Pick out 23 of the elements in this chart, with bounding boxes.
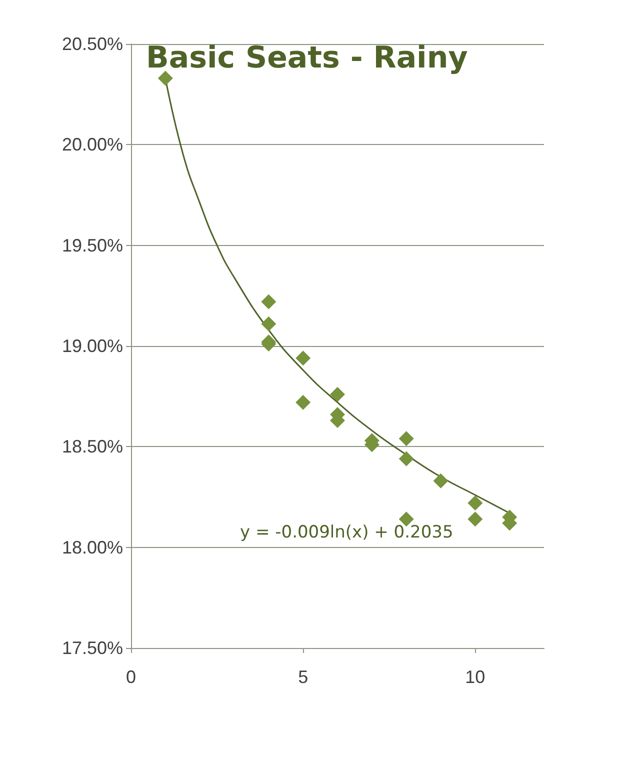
annotation: y = -0.009ln(x) + 0.2035 xyxy=(240,522,454,542)
point xyxy=(468,496,483,511)
point xyxy=(261,316,276,332)
x-tick-label: 5 xyxy=(298,667,308,687)
point xyxy=(296,394,311,410)
chart-title: Basic Seats - Rainy xyxy=(146,40,468,76)
y-tick-label: 18.50% xyxy=(62,436,123,457)
point xyxy=(261,294,276,310)
point xyxy=(330,386,345,402)
y-tick-label: 17.50% xyxy=(62,638,123,658)
y-tick-label: 18.00% xyxy=(62,537,123,558)
point xyxy=(296,350,311,366)
y-tick-label: 19.50% xyxy=(62,235,123,256)
point xyxy=(468,512,483,527)
x-tick-label: 10 xyxy=(465,667,486,687)
point xyxy=(398,451,414,466)
x-tick-label: 0 xyxy=(126,667,136,687)
y-tick-label: 19.00% xyxy=(62,336,123,356)
point xyxy=(433,473,448,488)
point xyxy=(398,431,414,446)
y-tick-label: 20.00% xyxy=(62,134,123,155)
y-tick-label: 20.50% xyxy=(62,34,123,54)
point xyxy=(158,70,173,86)
